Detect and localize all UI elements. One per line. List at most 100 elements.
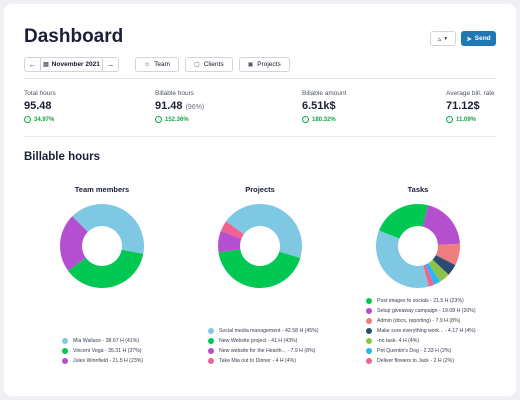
- arrow-up-icon: ↑: [24, 116, 31, 123]
- legend-label: Vincent Vega - 35.31 H (37%): [73, 348, 142, 354]
- legend-swatch: [366, 358, 372, 364]
- briefcase-icon: ▣: [247, 62, 254, 68]
- arrow-up-icon: ↑: [302, 116, 309, 123]
- legend-label: Jules Winnfield - 21.5 H (23%): [73, 358, 144, 364]
- legend-swatch: [208, 328, 214, 334]
- donut-slice-1: [72, 204, 144, 254]
- donut-slice-3: [218, 231, 242, 253]
- donut-slice-6: [425, 263, 440, 285]
- legend-item: Social media management - 42.58 H (45%): [208, 326, 318, 336]
- toolbar: ← ▤ November 2021 → ☺ Team ▢ Clients ▣ P…: [24, 57, 290, 72]
- chart-title-tasks: Tasks: [407, 185, 429, 194]
- export-button[interactable]: ▵ ▼: [430, 31, 456, 46]
- legend-item: Mia Wallace - 38.67 H (41%): [62, 336, 143, 346]
- projects-filter-label: Projects: [257, 61, 281, 68]
- legend-swatch: [208, 358, 214, 364]
- stat-change: ↑ 152.36%: [155, 116, 204, 123]
- stat-label: Billable hours: [155, 90, 195, 97]
- legend-label: Setup giveaway campaign - 19.08 H (20%): [377, 308, 476, 314]
- legend-swatch: [366, 318, 372, 324]
- date-picker[interactable]: ▤ November 2021: [40, 58, 103, 71]
- legend-item: Jules Winnfield - 21.5 H (23%): [62, 356, 143, 366]
- legend-swatch: [62, 348, 68, 354]
- arrow-up-icon: ↑: [446, 116, 453, 123]
- arrow-up-icon: ↑: [155, 116, 162, 123]
- chevron-down-icon: ▼: [443, 35, 449, 42]
- divider: [24, 78, 496, 79]
- legend-item: Take Mia out to Dinner - 4 H (4%): [208, 356, 318, 366]
- legend-swatch: [208, 338, 214, 344]
- legend-item: Setup giveaway campaign - 19.08 H (20%): [366, 306, 476, 316]
- legend-item: Make sure everything work... - 4.17 H (4…: [366, 326, 476, 336]
- legend-swatch: [62, 358, 68, 364]
- legend-swatch: [366, 308, 372, 314]
- legend-label: Take Mia out to Dinner - 4 H (4%): [219, 358, 296, 364]
- legend-item: Pet Quentin's Dog - 2.33 H (2%): [366, 346, 476, 356]
- stat-change: ↑ 180.32%: [302, 116, 346, 123]
- folder-icon: ▢: [194, 62, 200, 68]
- calendar-icon: ▤: [43, 62, 49, 68]
- export-icon: ▵: [437, 35, 442, 43]
- divider: [24, 136, 496, 137]
- projects-donut-chart: [218, 203, 302, 288]
- legend-label: New website for the Hearth... - 7.9 H (8…: [219, 348, 316, 354]
- donut-slice-7: [423, 264, 435, 287]
- stat-value: 6.51k$: [302, 100, 336, 112]
- legend-label: Post images to socials - 21.5 H (23%): [377, 298, 464, 304]
- stat-average-rate: Average bill. rate 71.12$ ↑ 11.09%: [446, 90, 495, 123]
- team-legend: Mia Wallace - 38.67 H (41%) Vincent Vega …: [62, 336, 143, 366]
- stat-total-hours: Total hours 95.48 ↑ 34.97%: [24, 90, 56, 123]
- clients-filter-button[interactable]: ▢ Clients: [185, 57, 233, 72]
- stat-label: Billable amount: [302, 90, 347, 97]
- donut-slice-1: [378, 204, 429, 239]
- legend-swatch: [366, 348, 372, 354]
- legend-label: Pet Quentin's Dog - 2.33 H (2%): [377, 348, 452, 354]
- legend-label: Social media management - 42.58 H (45%): [219, 328, 319, 334]
- legend-swatch: [62, 338, 68, 344]
- arrow-right-icon[interactable]: →: [106, 60, 115, 69]
- donut-slice-4: [220, 221, 244, 239]
- stat-value: 91.48 (96%): [155, 100, 205, 112]
- stat-value: 95.48: [24, 100, 52, 112]
- legend-label: Mia Wallace - 38.67 H (41%): [73, 338, 140, 344]
- clients-filter-label: Clients: [203, 61, 224, 68]
- team-filter-button[interactable]: ☺ Team: [135, 57, 180, 72]
- donut-slice-5: [428, 259, 449, 282]
- donut-slice-2: [422, 205, 460, 245]
- legend-item: Admin (docs, reporting) - 7.9 H (8%): [366, 316, 476, 326]
- legend-label: -no task- 4 H (4%): [377, 338, 420, 344]
- send-button[interactable]: ➤ Send: [461, 31, 496, 46]
- projects-filter-button[interactable]: ▣ Projects: [238, 57, 290, 72]
- team-filter-label: Team: [154, 61, 171, 68]
- legend-label: Deliver flowers to Jack - 2 H (2%): [377, 358, 454, 364]
- donut-slice-1: [226, 203, 302, 258]
- legend-swatch: [366, 328, 372, 334]
- team-donut-chart: [60, 204, 144, 288]
- legend-item: New Website project - 41 H (43%): [208, 336, 318, 346]
- stat-label: Total hours: [24, 90, 56, 97]
- legend-label: Make sure everything work... - 4.17 H (4…: [377, 328, 476, 334]
- legend-item: New website for the Hearth... - 7.9 H (8…: [208, 346, 318, 356]
- donut-slice-other: [376, 230, 429, 288]
- page-title: Dashboard: [24, 26, 124, 47]
- donut-slice-4: [432, 255, 456, 275]
- donut-slice-3: [435, 243, 460, 266]
- stat-billable-amount: Billable amount 6.51k$ ↑ 180.32%: [302, 90, 346, 123]
- chart-title-team: Team members: [74, 185, 130, 194]
- send-label: Send: [474, 35, 491, 42]
- legend-item: Deliver flowers to Jack - 2 H (2%): [366, 356, 476, 366]
- stat-billable-hours: Billable hours 91.48 (96%) ↑ 152.36%: [155, 90, 204, 123]
- legend-label: Admin (docs, reporting) - 7.9 H (8%): [377, 318, 461, 324]
- arrow-left-icon[interactable]: ←: [28, 60, 37, 69]
- legend-swatch: [366, 298, 372, 304]
- stat-change: ↑ 11.09%: [446, 116, 495, 123]
- legend-item: Post images to socials - 21.5 H (23%): [366, 296, 476, 306]
- paper-plane-icon: ➤: [466, 35, 472, 43]
- legend-swatch: [366, 338, 372, 344]
- stat-value: 71.12$: [446, 100, 480, 112]
- tasks-legend: Post images to socials - 21.5 H (23%) Set…: [366, 296, 476, 366]
- chart-title-projects: Projects: [245, 185, 275, 194]
- legend-label: New Website project - 41 H (43%): [219, 338, 298, 344]
- tasks-donut-chart: [376, 204, 460, 288]
- date-navigator: ← ▤ November 2021 →: [24, 57, 119, 72]
